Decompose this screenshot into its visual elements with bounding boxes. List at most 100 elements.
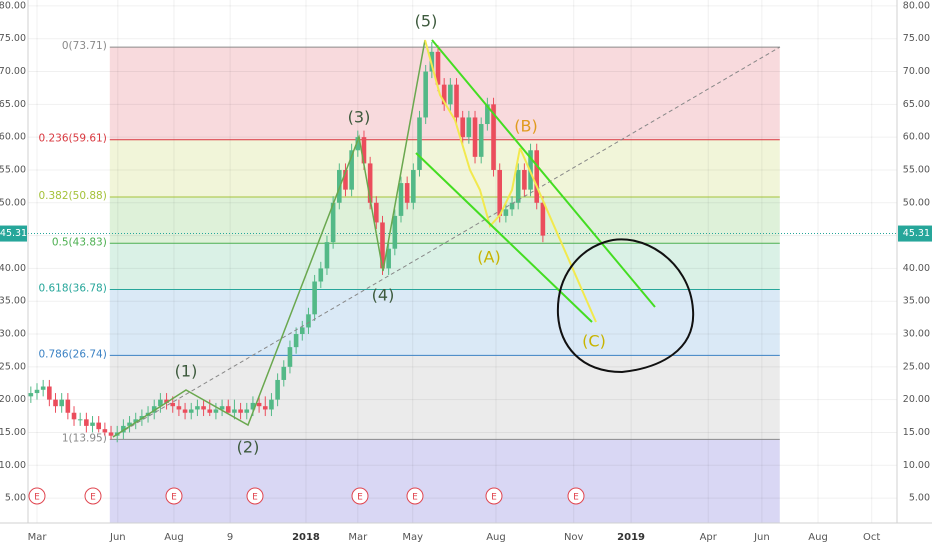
candle-body (170, 402, 176, 407)
wave-label: (C) (582, 332, 606, 351)
candle-body (361, 137, 367, 164)
candle-body (28, 393, 34, 397)
y-tick-label: 30.00 (903, 329, 930, 340)
candle-body (164, 399, 169, 403)
candle-body (330, 202, 336, 243)
candle-body (213, 409, 219, 413)
candle-body (448, 84, 453, 105)
candle-body (71, 412, 77, 420)
candle-body (250, 402, 256, 410)
y-tick-label: 10.00 (0, 460, 26, 471)
x-tick-label: Jun (753, 532, 770, 543)
candle-body (238, 409, 243, 413)
x-tick-label: 2018 (292, 532, 320, 543)
y-tick-label: 60.00 (903, 132, 930, 143)
candle-body (417, 117, 422, 170)
candle-body (411, 169, 416, 203)
y-tick-label: 70.00 (0, 66, 26, 77)
earnings-marker (246, 487, 264, 505)
candle-body (77, 419, 83, 421)
candle-body (441, 84, 447, 105)
candle-body (269, 399, 274, 410)
candle-body (534, 150, 540, 203)
earnings-label: E (412, 493, 418, 503)
fib-label: 0(73.71) (62, 40, 107, 52)
y-tick-label: 70.00 (903, 66, 930, 77)
y-tick-label: 50.00 (903, 197, 930, 208)
y-tick-label: 15.00 (903, 427, 930, 438)
x-tick-label: Aug (486, 532, 506, 543)
earnings-marker (28, 487, 46, 505)
earnings-label: E (491, 493, 497, 503)
price-tag-label: 45.31 (903, 228, 930, 239)
wave-label: (3) (348, 108, 371, 127)
y-tick-label: 30.00 (0, 329, 26, 340)
candle-body (509, 202, 515, 210)
candle-body (454, 84, 459, 118)
x-tick-label: Jun (109, 532, 126, 543)
y-tick-label: 10.00 (903, 460, 930, 471)
candle-body (435, 51, 441, 85)
candle-body (40, 386, 46, 390)
wave-label: (1) (175, 362, 198, 381)
earnings-label: E (357, 493, 363, 503)
y-tick-label: 80.00 (0, 0, 26, 11)
x-tick-label: 2019 (617, 532, 645, 543)
price-tag-label: 45.31 (0, 228, 27, 239)
candle-body (188, 409, 194, 413)
candle-body (367, 163, 373, 203)
candle-body (472, 117, 478, 157)
y-tick-label: 65.00 (0, 99, 26, 110)
background-layer: 0(73.71) 0.236(59.61) 0.382(50.88) 0.5(43.8… (28, 0, 897, 523)
wave-label: (2) (237, 438, 260, 457)
candle-body (34, 389, 40, 394)
wave-label: (B) (514, 117, 537, 136)
candle-body (497, 169, 503, 216)
fib-label: 0.618(36.78) (38, 283, 106, 295)
x-tick-label: May (402, 532, 423, 543)
candle-body (281, 366, 287, 380)
y-tick-label: 55.00 (0, 164, 26, 175)
y-tick-label: 40.00 (903, 263, 930, 274)
earnings-label: E (573, 493, 579, 503)
candle-body (65, 399, 71, 413)
candle-body (158, 399, 163, 407)
candle-body (201, 406, 206, 410)
candle-body (522, 169, 527, 190)
candle-body (299, 327, 305, 335)
candle-body (392, 215, 398, 249)
candle-body (219, 406, 225, 410)
x-tick-label: Apr (700, 532, 718, 543)
candle-body (53, 399, 58, 407)
candle-body (485, 104, 490, 125)
x-tick-label: Aug (164, 532, 184, 543)
candle-body (151, 406, 157, 413)
channel-line (415, 152, 593, 323)
wave-label: (5) (415, 12, 438, 31)
candle-body (244, 409, 250, 413)
candle-body (84, 419, 89, 426)
candle-body (466, 117, 472, 138)
candle-body (293, 334, 299, 348)
fib-zone (109, 439, 780, 523)
candle-body (102, 429, 108, 433)
earnings-label: E (34, 493, 40, 503)
candle-body (90, 422, 95, 426)
fib-label: 0.236(59.61) (38, 133, 106, 145)
candle-body (540, 202, 546, 236)
candle-body (491, 104, 496, 170)
x-tick-label: 9 (227, 532, 233, 543)
candle-body (460, 117, 465, 138)
y-tick-label: 25.00 (903, 361, 930, 372)
candle-body (515, 169, 521, 203)
fib-zone (109, 139, 780, 197)
earnings-label: E (171, 493, 177, 503)
y-tick-label: 35.00 (0, 296, 26, 307)
y-tick-label: 40.00 (0, 263, 26, 274)
candle-body (324, 242, 330, 269)
candle-body (343, 169, 348, 190)
candle-body (182, 409, 188, 413)
